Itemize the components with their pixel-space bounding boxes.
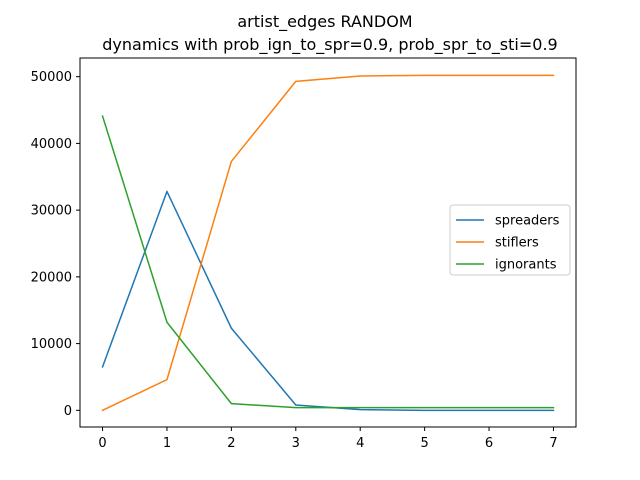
plot-marks (101, 74, 555, 412)
x-tick-label: 3 (292, 436, 300, 451)
x-tick-label: 2 (227, 436, 235, 451)
x-tick-label: 7 (549, 436, 557, 451)
y-tick-label: 10000 (31, 337, 72, 352)
legend-label-stiflers: stiflers (495, 236, 539, 251)
x-tick-label: 0 (98, 436, 106, 451)
plot-frame (79, 57, 577, 428)
x-axis: 0 1 2 3 4 5 6 7 (98, 427, 558, 451)
legend-frame (449, 204, 571, 276)
series-line-ignorants (101, 115, 555, 409)
chart-title: artist_edges RANDOM (237, 12, 412, 32)
x-tick-label: 6 (485, 436, 493, 451)
chart-subtitle: dynamics with prob_ign_to_spr=0.9, prob_… (102, 35, 557, 55)
y-tick-label: 20000 (31, 270, 72, 285)
x-tick-label: 1 (163, 436, 171, 451)
y-tick-label: 40000 (31, 137, 72, 152)
y-axis: 0 10000 20000 30000 40000 50000 (31, 70, 80, 419)
series-line-stiflers (101, 74, 555, 412)
legend-label-ignorants: ignorants (495, 258, 557, 273)
legend-label-spreaders: spreaders (495, 214, 560, 229)
legend: spreaders stiflers ignorants (449, 204, 571, 276)
y-tick-label: 0 (64, 404, 72, 419)
y-tick-label: 30000 (31, 204, 72, 219)
y-tick-label: 50000 (31, 70, 72, 85)
x-tick-label: 5 (420, 436, 428, 451)
x-tick-label: 4 (356, 436, 364, 451)
